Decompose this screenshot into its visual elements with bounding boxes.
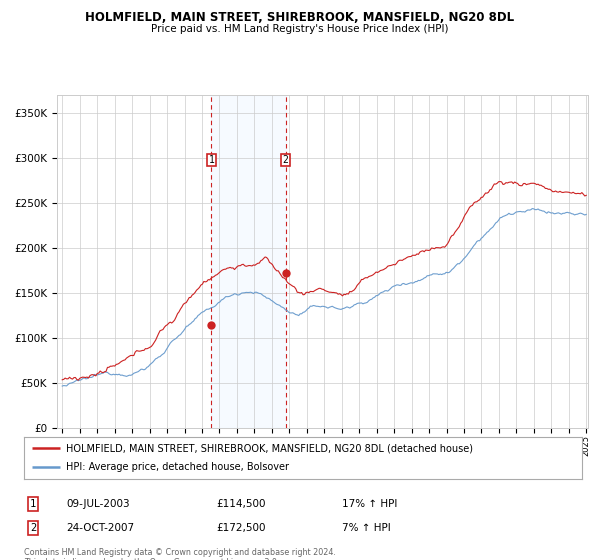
Text: 1: 1 xyxy=(30,499,36,509)
Text: £172,500: £172,500 xyxy=(216,523,265,533)
Text: 17% ↑ HPI: 17% ↑ HPI xyxy=(342,499,397,509)
Text: 7% ↑ HPI: 7% ↑ HPI xyxy=(342,523,391,533)
Text: HPI: Average price, detached house, Bolsover: HPI: Average price, detached house, Bols… xyxy=(66,463,289,473)
Text: 2: 2 xyxy=(283,155,289,165)
Text: 2: 2 xyxy=(30,523,36,533)
Text: Contains HM Land Registry data © Crown copyright and database right 2024.
This d: Contains HM Land Registry data © Crown c… xyxy=(24,548,336,560)
Text: 09-JUL-2003: 09-JUL-2003 xyxy=(66,499,130,509)
Text: £114,500: £114,500 xyxy=(216,499,265,509)
Text: HOLMFIELD, MAIN STREET, SHIREBROOK, MANSFIELD, NG20 8DL (detached house): HOLMFIELD, MAIN STREET, SHIREBROOK, MANS… xyxy=(66,443,473,453)
Text: 24-OCT-2007: 24-OCT-2007 xyxy=(66,523,134,533)
Text: Price paid vs. HM Land Registry's House Price Index (HPI): Price paid vs. HM Land Registry's House … xyxy=(151,24,449,34)
Text: 1: 1 xyxy=(208,155,214,165)
Text: HOLMFIELD, MAIN STREET, SHIREBROOK, MANSFIELD, NG20 8DL: HOLMFIELD, MAIN STREET, SHIREBROOK, MANS… xyxy=(85,11,515,24)
Bar xyxy=(211,95,286,428)
